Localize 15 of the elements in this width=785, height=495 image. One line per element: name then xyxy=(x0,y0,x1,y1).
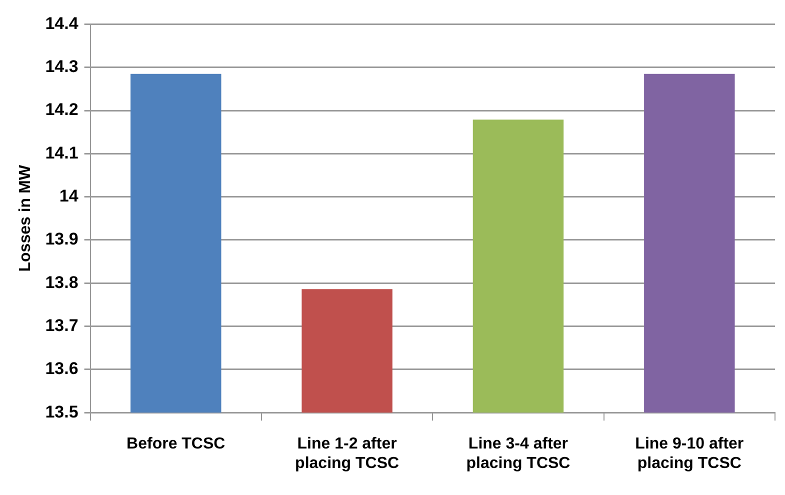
x-tick-label: Line 3-4 after placing TCSC xyxy=(466,436,571,472)
y-tick-label: 13.9 xyxy=(45,230,78,249)
y-tick-label: 14.4 xyxy=(45,14,79,33)
y-tick-label: 13.5 xyxy=(45,402,78,422)
x-tick-label: Line 9-10 after placing TCSC xyxy=(635,436,744,472)
y-axis-title: Losses in MW xyxy=(17,164,34,272)
y-tick-label: 14.1 xyxy=(45,143,78,162)
x-tick-label: Line 1-2 after placing TCSC xyxy=(295,436,400,472)
y-tick-label: 14 xyxy=(59,186,79,206)
y-tick-label: 13.6 xyxy=(45,359,78,378)
y-tick-label: 13.8 xyxy=(45,272,78,292)
x-tick-label: Before TCSC xyxy=(126,436,226,453)
y-tick-label: 13.7 xyxy=(45,316,78,335)
y-tick-label: 14.3 xyxy=(45,57,78,76)
y-tick-label: 14.2 xyxy=(45,100,78,120)
